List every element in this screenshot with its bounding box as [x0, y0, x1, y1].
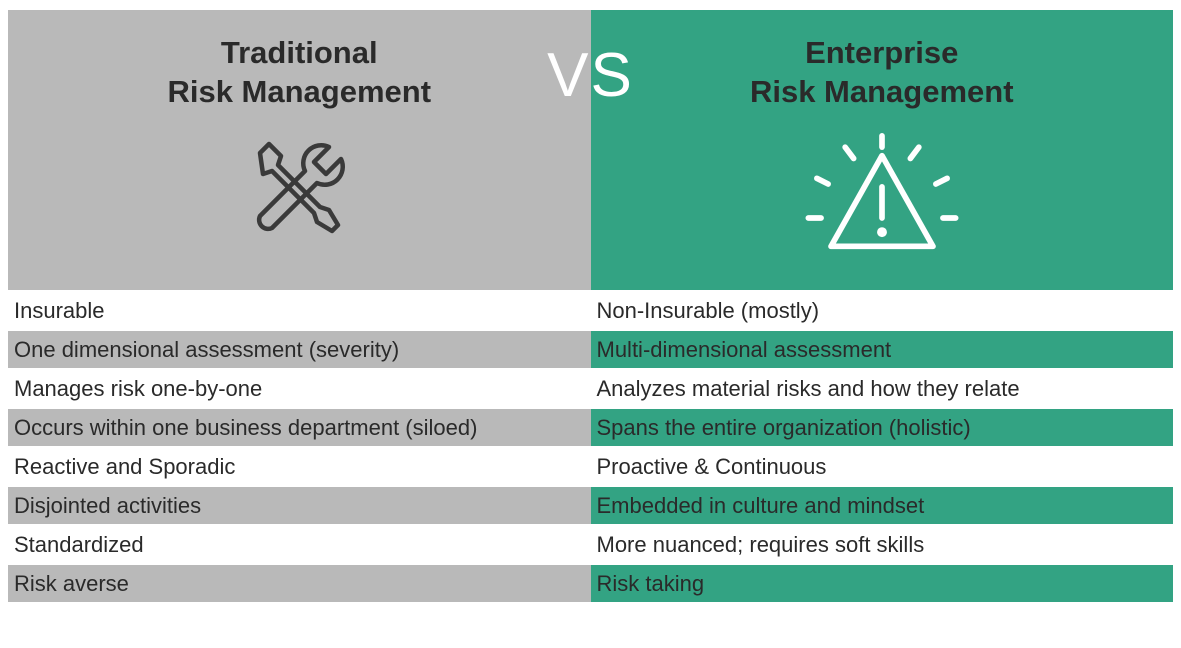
cell-right: Spans the entire organization (holistic): [591, 409, 1174, 446]
table-row: Manages risk one-by-oneAnalyzes material…: [8, 370, 1173, 407]
cell-left: Occurs within one business department (s…: [8, 409, 591, 446]
table-row: InsurableNon-Insurable (mostly): [8, 292, 1173, 329]
right-title: Enterprise Risk Management: [750, 34, 1014, 112]
left-title-line1: Traditional: [221, 35, 378, 70]
cell-left: Reactive and Sporadic: [8, 448, 591, 485]
cell-right: Embedded in culture and mindset: [591, 487, 1174, 524]
cell-right: Non-Insurable (mostly): [591, 292, 1174, 329]
table-row: StandardizedMore nuanced; requires soft …: [8, 526, 1173, 563]
table-row: Risk averseRisk taking: [8, 565, 1173, 602]
cell-left: Manages risk one-by-one: [8, 370, 591, 407]
cell-right: Analyzes material risks and how they rel…: [591, 370, 1174, 407]
left-title-line2: Risk Management: [167, 74, 431, 109]
vs-label: VS: [547, 40, 634, 111]
cell-right: Proactive & Continuous: [591, 448, 1174, 485]
left-title: Traditional Risk Management: [167, 34, 431, 112]
warning-icon: [797, 126, 967, 276]
cell-left: Risk averse: [8, 565, 591, 602]
rows-container: InsurableNon-Insurable (mostly)One dimen…: [8, 292, 1173, 602]
cell-left: Standardized: [8, 526, 591, 563]
cell-left: Disjointed activities: [8, 487, 591, 524]
tools-icon: [224, 126, 374, 276]
cell-left: One dimensional assessment (severity): [8, 331, 591, 368]
table-row: Reactive and SporadicProactive & Continu…: [8, 448, 1173, 485]
table-row: Occurs within one business department (s…: [8, 409, 1173, 446]
header-row: Traditional Risk Management Enterprise R…: [8, 10, 1173, 290]
right-title-line1: Enterprise: [805, 35, 958, 70]
table-row: Disjointed activitiesEmbedded in culture…: [8, 487, 1173, 524]
cell-left: Insurable: [8, 292, 591, 329]
table-row: One dimensional assessment (severity)Mul…: [8, 331, 1173, 368]
cell-right: More nuanced; requires soft skills: [591, 526, 1174, 563]
cell-right: Multi-dimensional assessment: [591, 331, 1174, 368]
right-title-line2: Risk Management: [750, 74, 1014, 109]
comparison-infographic: Traditional Risk Management Enterprise R…: [0, 0, 1181, 602]
header-left: Traditional Risk Management: [8, 10, 591, 290]
header-right: Enterprise Risk Management: [591, 10, 1174, 290]
cell-right: Risk taking: [591, 565, 1174, 602]
